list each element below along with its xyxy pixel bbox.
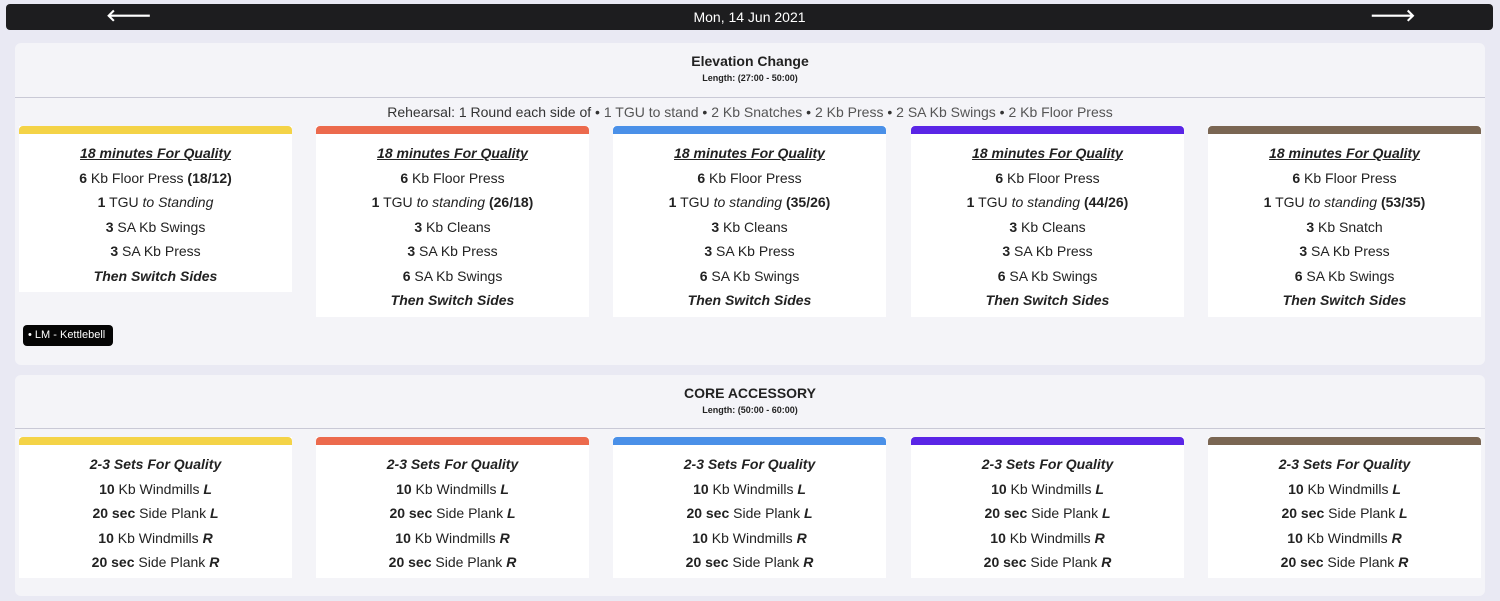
exercise-line: 10 Kb Windmills L: [693, 480, 806, 497]
switch-sides-note: Then Switch Sides: [687, 292, 812, 308]
exercise-line: 10 Kb Windmills R: [990, 529, 1105, 546]
switch-sides-note: Then Switch Sides: [985, 292, 1110, 308]
color-bar: [316, 437, 589, 445]
exercise-line: 10 Kb Windmills R: [1287, 529, 1402, 546]
exercise-line: 3 Kb Snatch: [1306, 218, 1383, 235]
color-bar: [613, 437, 886, 445]
workout-card: 18 minutes For Quality 6 Kb Floor Press …: [1208, 126, 1481, 317]
switch-sides-note: Then Switch Sides: [1282, 292, 1407, 308]
exercise-line: 3 Kb Cleans: [711, 218, 788, 235]
exercise-line: 6 SA Kb Swings: [997, 267, 1098, 284]
card-header: 2-3 Sets For Quality: [981, 456, 1114, 472]
section-elevation-change: Elevation Change Length: (27:00 - 50:00)…: [15, 43, 1485, 365]
exercise-line: 10 Kb Windmills L: [1288, 480, 1401, 497]
exercise-line: 20 sec Side Plank R: [1280, 554, 1409, 570]
exercise-line: 20 sec Side Plank R: [685, 554, 814, 570]
color-bar: [19, 126, 292, 134]
card-header: 18 minutes For Quality: [80, 145, 231, 161]
exercise-line: 3 Kb Cleans: [1009, 218, 1086, 235]
card-header: 18 minutes For Quality: [377, 145, 528, 161]
color-bar: [911, 437, 1184, 445]
exercise-line: 20 sec Side Plank L: [984, 505, 1111, 521]
core-card: 2-3 Sets For Quality 10 Kb Windmills L 2…: [911, 437, 1184, 578]
card-header: 2-3 Sets For Quality: [386, 456, 519, 472]
section-header: Elevation Change Length: (27:00 - 50:00): [15, 43, 1485, 98]
exercise-line: 20 sec Side Plank R: [91, 554, 220, 570]
exercise-line: 3 SA Kb Press: [110, 243, 201, 259]
exercise-line: 6 SA Kb Swings: [699, 267, 800, 284]
core-card: 2-3 Sets For Quality 10 Kb Windmills L 2…: [19, 437, 292, 578]
switch-sides-note: Then Switch Sides: [93, 267, 218, 284]
rehearsal-prefix: Rehearsal: 1 Round each side of: [387, 104, 592, 120]
exercise-line: 6 Kb Floor Press: [400, 169, 505, 186]
section-header: CORE ACCESSORY Length: (50:00 - 60:00): [15, 375, 1485, 429]
exercise-line: 6 SA Kb Swings: [402, 267, 503, 284]
exercise-line: 20 sec Side Plank R: [983, 554, 1112, 570]
core-card: 2-3 Sets For Quality 10 Kb Windmills L 2…: [316, 437, 589, 578]
section-length: Length: (27:00 - 50:00): [702, 73, 798, 83]
date-navigation-bar: 🡐 Mon, 14 Jun 2021 🡒: [6, 4, 1493, 30]
exercise-line: 20 sec Side Plank L: [92, 505, 219, 521]
arrow-right-icon[interactable]: 🡒: [1370, 6, 1416, 25]
color-bar: [911, 126, 1184, 134]
exercise-line: 3 SA Kb Press: [704, 243, 795, 259]
workout-card: 18 minutes For Quality 6 Kb Floor Press …: [19, 126, 292, 292]
workout-card: 18 minutes For Quality 6 Kb Floor Press …: [613, 126, 886, 317]
color-bar: [1208, 437, 1481, 445]
exercise-line: 20 sec Side Plank L: [1281, 505, 1408, 521]
exercise-line: 6 Kb Floor Press (18/12): [79, 169, 232, 186]
rehearsal-item: 2 Kb Floor Press: [1008, 104, 1113, 120]
workout-card: 18 minutes For Quality 6 Kb Floor Press …: [911, 126, 1184, 317]
current-date: Mon, 14 Jun 2021: [693, 9, 806, 25]
exercise-line: 1 TGU to Standing: [97, 194, 214, 210]
color-bar: [1208, 126, 1481, 134]
exercise-line: 10 Kb Windmills L: [396, 480, 509, 497]
color-bar: [613, 126, 886, 134]
exercise-line: 20 sec Side Plank L: [686, 505, 813, 521]
exercise-line: 1 TGU to standing (35/26): [668, 194, 831, 210]
section-core-accessory: CORE ACCESSORY Length: (50:00 - 60:00) 2…: [15, 375, 1485, 596]
exercise-line: 3 SA Kb Press: [1299, 243, 1390, 259]
exercise-line: 3 SA Kb Press: [407, 243, 498, 259]
workout-card: 18 minutes For Quality 6 Kb Floor Press …: [316, 126, 589, 317]
exercise-line: 10 Kb Windmills R: [692, 529, 807, 546]
exercise-line: 6 SA Kb Swings: [1294, 267, 1395, 284]
exercise-line: 20 sec Side Plank L: [389, 505, 516, 521]
section-title: CORE ACCESSORY: [684, 385, 816, 401]
exercise-line: 6 Kb Floor Press: [995, 169, 1100, 186]
color-bar: [316, 126, 589, 134]
switch-sides-note: Then Switch Sides: [390, 292, 515, 308]
section-title: Elevation Change: [691, 53, 809, 69]
color-bar: [19, 437, 292, 445]
rehearsal-item: 2 Kb Snatches: [711, 104, 803, 120]
exercise-line: 3 SA Kb Press: [1002, 243, 1093, 259]
exercise-line: 1 TGU to standing (53/35): [1263, 194, 1426, 210]
core-card: 2-3 Sets For Quality 10 Kb Windmills L 2…: [613, 437, 886, 578]
rehearsal-item: 2 Kb Press: [814, 104, 884, 120]
exercise-line: 3 SA Kb Swings: [105, 218, 206, 235]
exercise-line: 1 TGU to standing (44/26): [966, 194, 1129, 210]
exercise-line: 20 sec Side Plank R: [388, 554, 517, 570]
rehearsal-item: 1 TGU to stand: [603, 104, 699, 120]
exercise-line: 10 Kb Windmills R: [98, 529, 213, 546]
tag-badge[interactable]: • LM - Kettlebell: [23, 325, 114, 346]
card-header: 2-3 Sets For Quality: [1278, 456, 1411, 472]
card-header: 18 minutes For Quality: [1269, 145, 1420, 161]
exercise-line: 10 Kb Windmills L: [99, 480, 212, 497]
card-header: 2-3 Sets For Quality: [89, 456, 222, 472]
rehearsal-item: 2 SA Kb Swings: [896, 104, 996, 120]
exercise-line: 3 Kb Cleans: [414, 218, 491, 235]
rehearsal-line: Rehearsal: 1 Round each side of • 1 TGU …: [387, 104, 1113, 120]
exercise-line: 10 Kb Windmills L: [991, 480, 1104, 497]
exercise-line: 6 Kb Floor Press: [697, 169, 802, 186]
core-card: 2-3 Sets For Quality 10 Kb Windmills L 2…: [1208, 437, 1481, 578]
section-length: Length: (50:00 - 60:00): [702, 405, 798, 415]
card-header: 2-3 Sets For Quality: [683, 456, 816, 472]
card-header: 18 minutes For Quality: [674, 145, 825, 161]
card-header: 18 minutes For Quality: [972, 145, 1123, 161]
exercise-line: 10 Kb Windmills R: [395, 529, 510, 546]
exercise-line: 1 TGU to standing (26/18): [371, 194, 534, 210]
exercise-line: 6 Kb Floor Press: [1292, 169, 1397, 186]
